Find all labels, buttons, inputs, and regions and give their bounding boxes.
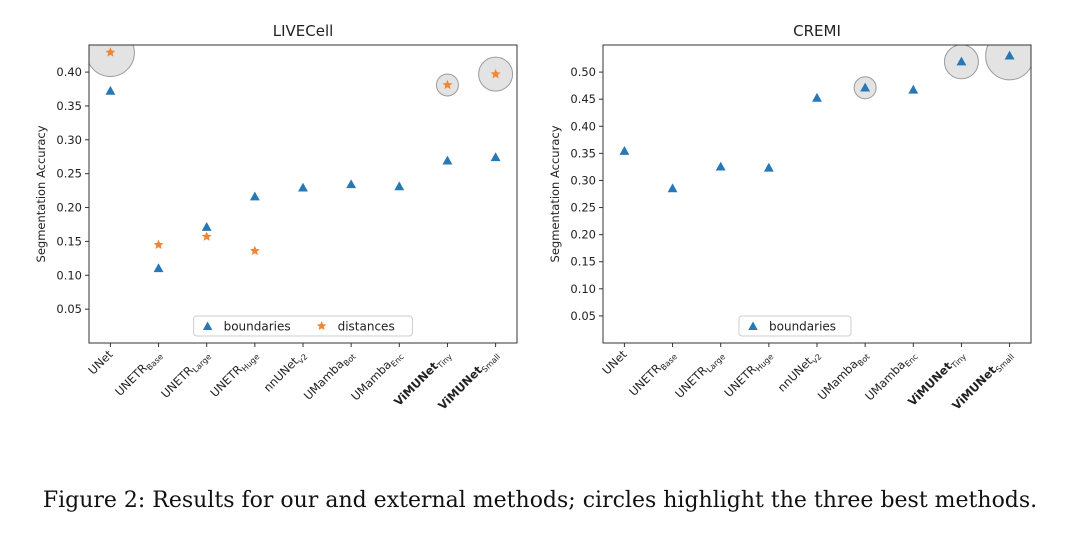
- data-point-boundaries: [201, 221, 212, 231]
- y-tick-label: 0.15: [56, 234, 82, 248]
- legend-marker-boundaries: [202, 321, 213, 330]
- data-point-boundaries: [105, 85, 116, 95]
- x-tick-label: UNet: [85, 347, 115, 377]
- y-tick-label: 0.10: [56, 268, 82, 282]
- y-tick-label: 0.30: [56, 133, 82, 147]
- data-point-boundaries: [667, 183, 678, 193]
- x-tick-label: UNETRHuge: [721, 347, 775, 401]
- y-tick-label: 0.05: [56, 302, 82, 316]
- y-tick-label: 0.30: [570, 173, 596, 187]
- legend-label: distances: [338, 320, 395, 334]
- y-axis-label: Segmentation Accuracy: [34, 125, 48, 262]
- y-tick-label: 0.35: [570, 146, 596, 160]
- data-point-boundaries: [298, 182, 308, 192]
- data-point-distances: [249, 245, 260, 256]
- data-point-boundaries: [153, 263, 164, 273]
- data-point-boundaries: [715, 161, 726, 171]
- x-tick-label: nnUNetv2: [775, 347, 824, 396]
- data-point-boundaries: [860, 82, 871, 92]
- x-tick-label: UNETRHuge: [207, 347, 261, 401]
- legend: boundaries: [738, 315, 852, 337]
- y-tick-label: 0.40: [56, 65, 82, 79]
- x-tick-label: UNETRLarge: [672, 347, 727, 402]
- y-axis-label: Segmentation Accuracy: [548, 125, 562, 262]
- chart-title: LIVECell: [273, 22, 334, 40]
- chart-title: CREMI: [793, 22, 841, 40]
- plot-frame: [88, 44, 518, 344]
- data-point-distances: [105, 47, 116, 57]
- data-point-distances: [442, 79, 453, 90]
- y-tick-label: 0.40: [570, 119, 596, 133]
- y-tick-label: 0.45: [570, 92, 596, 106]
- legend-marker-boundaries: [748, 321, 758, 330]
- legend-label: boundaries: [769, 320, 836, 334]
- data-point-boundaries: [394, 181, 405, 191]
- plot-frame: [602, 44, 1032, 344]
- x-tick-label: UNETRLarge: [158, 347, 213, 402]
- legend: boundaries distances: [193, 315, 413, 337]
- data-point-boundaries: [812, 92, 822, 102]
- data-point-boundaries: [249, 191, 260, 201]
- data-point-boundaries: [490, 152, 501, 162]
- y-tick-label: 0.25: [56, 167, 82, 181]
- y-tick-label: 0.15: [570, 255, 596, 269]
- data-point-boundaries: [1004, 50, 1015, 60]
- x-tick-label: UNETRBase: [626, 347, 679, 400]
- highlight-circle: [89, 45, 135, 77]
- legend-marker-distances: [316, 321, 327, 331]
- data-point-distances: [153, 239, 164, 249]
- data-point-boundaries: [908, 84, 919, 94]
- y-tick-label: 0.35: [56, 99, 82, 113]
- data-point-boundaries: [619, 145, 630, 155]
- highlight-circle: [985, 45, 1031, 81]
- y-tick-label: 0.20: [570, 228, 596, 242]
- livecell-chart: LIVECell Segmentation Accuracy 0.05 0.10 0.1…: [34, 22, 518, 413]
- data-point-boundaries: [956, 56, 967, 66]
- data-point-boundaries: [346, 179, 357, 189]
- data-point-distances: [201, 231, 212, 241]
- y-tick-label: 0.25: [570, 201, 596, 215]
- data-point-distances: [490, 68, 501, 79]
- y-tick-label: 0.10: [570, 282, 596, 296]
- y-tick-label: 0.05: [570, 309, 596, 323]
- figure-caption: Figure 2: Results for our and external m…: [42, 488, 1038, 513]
- x-tick-label: nnUNetv2: [261, 347, 310, 396]
- legend-label: boundaries: [224, 320, 291, 334]
- y-tick-label: 0.20: [56, 201, 82, 215]
- x-tick-label: UNet: [599, 347, 629, 377]
- x-tick-label: UNETRBase: [112, 347, 165, 400]
- data-point-boundaries: [442, 155, 453, 165]
- y-tick-label: 0.50: [570, 65, 596, 79]
- cremi-chart: CREMI Segmentation Accuracy 0.05 0.10 0.15 0.…: [548, 22, 1032, 413]
- data-point-boundaries: [763, 162, 774, 172]
